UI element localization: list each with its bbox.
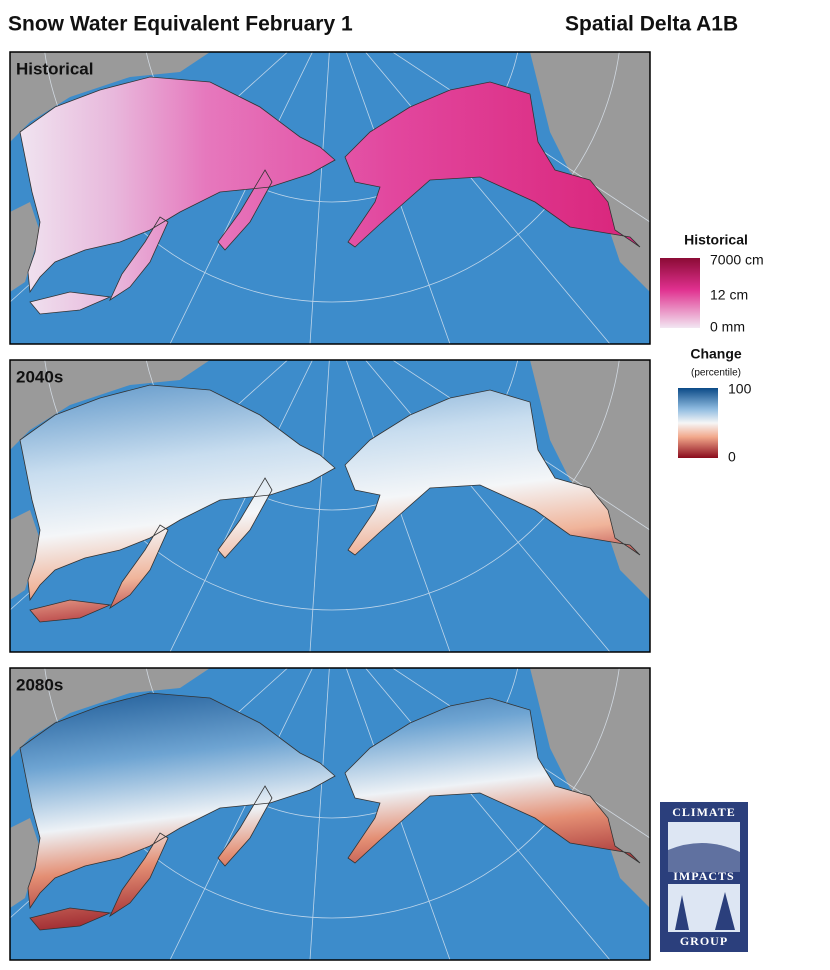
logo-text: CLIMATE xyxy=(672,805,735,819)
panel-label: Historical xyxy=(16,59,93,78)
legend-historical: Historical 7000 cm 12 cm 0 mm xyxy=(660,232,764,335)
panel-border xyxy=(9,51,651,345)
panel-border xyxy=(9,359,651,653)
map-panel: Historical xyxy=(9,51,651,345)
legend-change: Change (percentile) 100 0 xyxy=(678,346,752,465)
panel-label: 2080s xyxy=(16,675,63,694)
legend-title: Historical xyxy=(684,232,748,248)
colorbar xyxy=(678,388,718,458)
legend-label: 0 xyxy=(728,449,736,465)
legend-label: 0 mm xyxy=(710,319,745,335)
map-panels: Historical 2040s 2080s xyxy=(9,51,651,961)
logo-text: IMPACTS xyxy=(673,869,734,883)
title: Snow Water Equivalent February 1 xyxy=(8,13,353,36)
legend-subtitle: (percentile) xyxy=(691,368,741,379)
map-panel: 2040s xyxy=(9,359,651,653)
logo: CLIMATE IMPACTS GROUP xyxy=(660,802,748,952)
legend-label: 12 cm xyxy=(710,287,748,303)
panel-border xyxy=(9,667,651,961)
legend-label: 100 xyxy=(728,381,752,397)
legend-title: Change xyxy=(690,346,742,362)
legend-label: 7000 cm xyxy=(710,252,764,268)
subtitle: Spatial Delta A1B xyxy=(565,13,738,36)
map-panel: 2080s xyxy=(9,667,651,961)
logo-text: GROUP xyxy=(680,934,728,948)
colorbar xyxy=(660,258,700,328)
panel-label: 2040s xyxy=(16,367,63,386)
